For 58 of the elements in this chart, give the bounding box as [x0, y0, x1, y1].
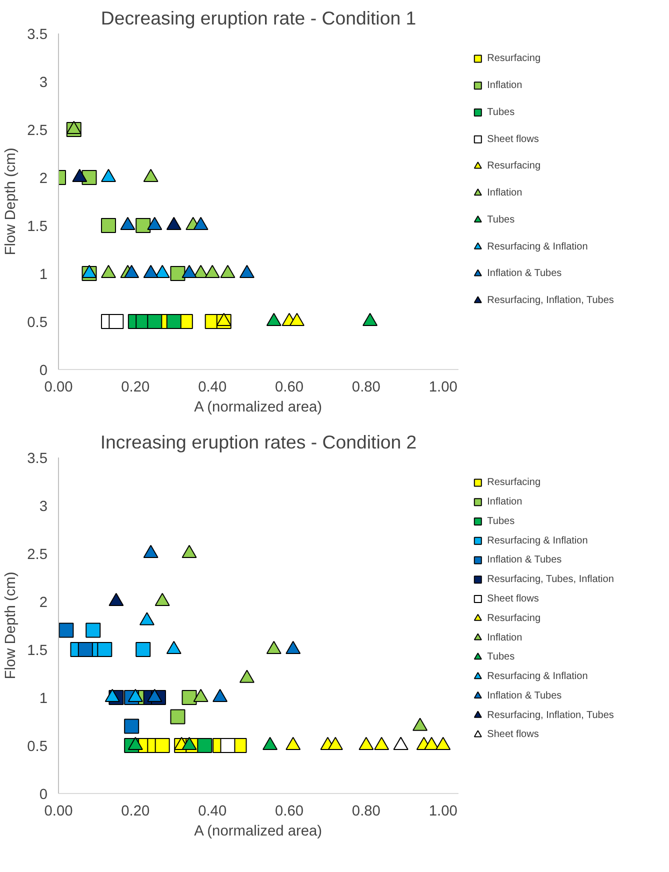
y-tick-label: 2.5 — [27, 547, 48, 563]
legend-label: Resurfacing — [487, 477, 541, 488]
y-tick-label: 3 — [39, 499, 48, 515]
x-tick-label: 1.00 — [428, 804, 458, 820]
legend-label: Tubes — [487, 652, 515, 663]
x-tick-label: 0.40 — [198, 804, 227, 820]
legend-label: Resurfacing — [487, 53, 541, 64]
x-tick-label: 0.80 — [352, 804, 380, 820]
x-tick-label: 1.00 — [428, 380, 458, 396]
x-tick-label: 0.20 — [121, 380, 150, 396]
x-axis-title: A (normalized area) — [194, 400, 322, 416]
legend-label: Resurfacing — [487, 612, 541, 624]
y-axis-title: Flow Depth (cm) — [3, 572, 20, 680]
x-tick-label: 0.80 — [352, 380, 380, 396]
legend-label: Sheet flows — [487, 729, 539, 740]
legend-label: Inflation & Tubes — [487, 268, 562, 280]
x-tick-label: 0.40 — [198, 380, 227, 396]
x-tick-label: 0.20 — [121, 804, 150, 820]
y-tick-label: 0.5 — [27, 739, 48, 755]
x-tick-label: 0.60 — [275, 380, 304, 396]
y-tick-label: 0 — [39, 787, 48, 803]
y-tick-label: 1.5 — [27, 643, 48, 659]
legend-label: Resurfacing — [487, 160, 541, 172]
legend-label: Inflation — [487, 632, 522, 644]
legend-label: Sheet flows — [487, 134, 539, 145]
y-tick-label: 0 — [39, 363, 48, 379]
x-tick-label: 0.60 — [275, 804, 304, 820]
y-tick-label: 2.5 — [27, 123, 48, 139]
legend-label: Resurfacing & Inflation — [487, 535, 588, 546]
y-tick-label: 1.5 — [27, 219, 48, 235]
legend-label: Inflation & Tubes — [487, 690, 562, 702]
legend-label: Tubes — [487, 516, 515, 527]
y-tick-label: 1 — [39, 691, 48, 707]
y-tick-label: 3.5 — [27, 27, 48, 43]
legend-label: Tubes — [487, 106, 515, 118]
legend-label: Resurfacing & Inflation — [487, 671, 588, 682]
y-tick-label: 2 — [39, 171, 48, 187]
y-tick-label: 2 — [39, 595, 48, 611]
chart-title: Increasing eruption rates - Condition 2 — [100, 432, 417, 452]
legend-label: Sheet flows — [487, 594, 539, 605]
y-axis-title: Flow Depth (cm) — [3, 148, 20, 256]
legend-label: Resurfacing, Tubes, Inflation — [487, 574, 614, 586]
x-tick-label: 0.00 — [44, 380, 73, 396]
legend-label: Inflation — [487, 188, 522, 199]
y-tick-label: 3.5 — [27, 451, 48, 467]
y-tick-label: 0.5 — [27, 315, 48, 331]
y-tick-label: 1 — [39, 267, 48, 283]
legend-label: Inflation & Tubes — [487, 554, 562, 566]
legend-label: Inflation — [487, 80, 522, 92]
legend-label: Resurfacing, Inflation, Tubes — [487, 710, 614, 721]
x-axis-title: A (normalized area) — [194, 824, 322, 840]
legend-label: Resurfacing & Inflation — [487, 241, 588, 252]
legend-label: Resurfacing, Inflation, Tubes — [487, 295, 614, 306]
chart-title: Decreasing eruption rate - Condition 1 — [100, 8, 416, 28]
x-tick-label: 0.00 — [44, 804, 73, 820]
legend-label: Inflation — [487, 496, 522, 508]
y-tick-label: 3 — [39, 75, 48, 91]
legend-label: Tubes — [487, 214, 515, 226]
